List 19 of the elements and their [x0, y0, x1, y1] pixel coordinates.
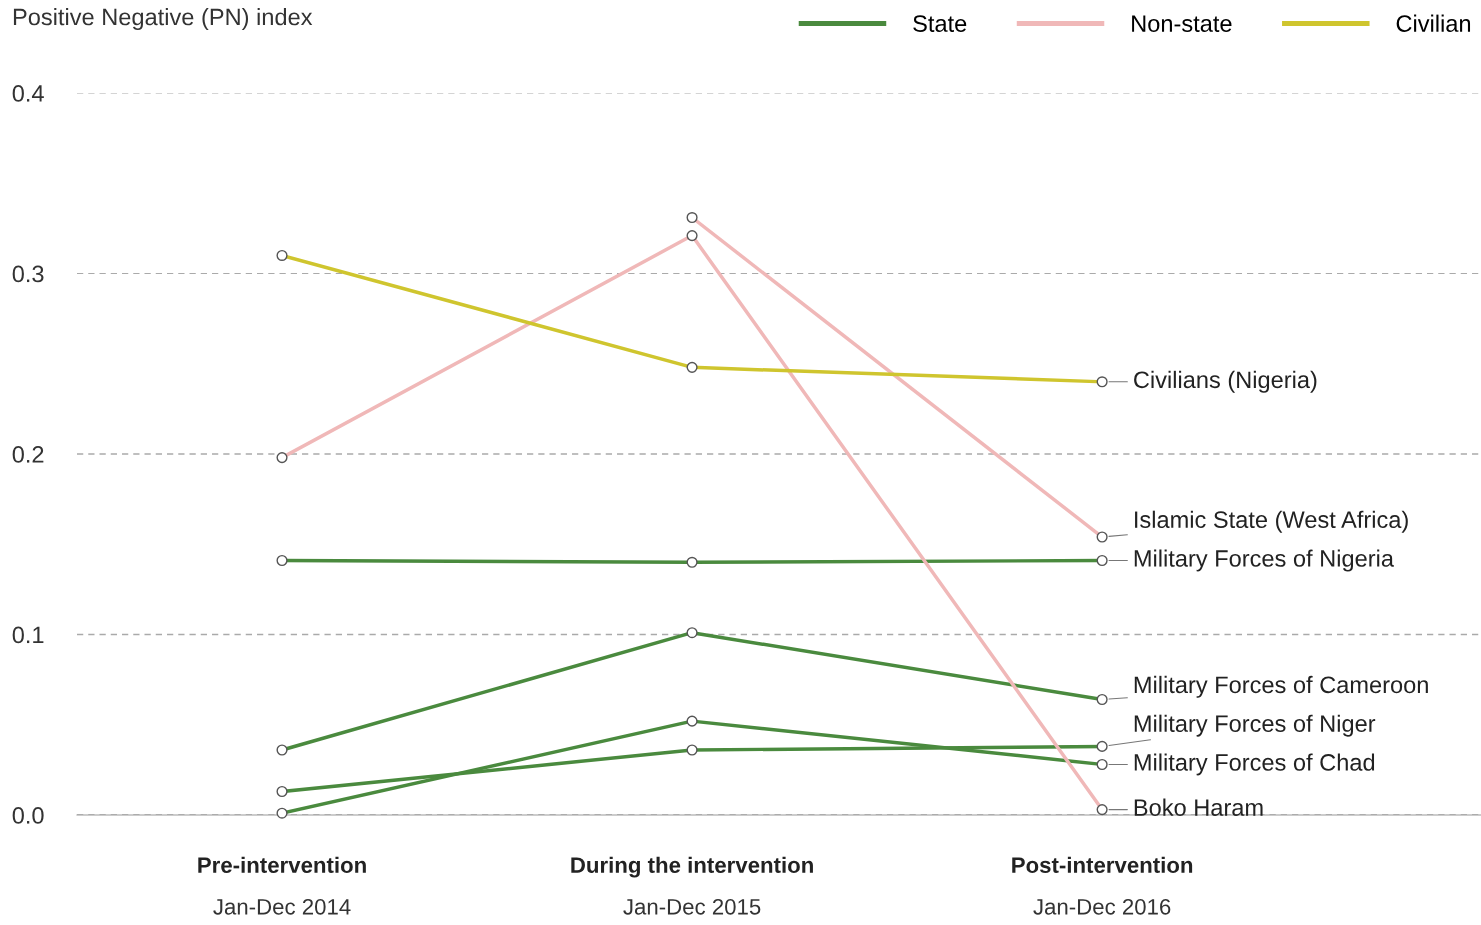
legend-label: Non-state	[1132, 15, 1232, 32]
y-tick-label: 0.1	[12, 626, 44, 644]
y-axis-title: Positive Negative (PN) index	[13, 8, 313, 31]
x-tick-label: Pre-intervention Jan-Dec 2014	[198, 856, 366, 915]
annotation: Boko Haram	[1134, 798, 1263, 816]
annotation: Military Forces of Chad	[1134, 753, 1375, 776]
x-tick-label: Post-intervention Jan-Dec 2016	[1012, 856, 1193, 915]
x-tick-label: During the intervention Jan-Dec 2015	[571, 856, 813, 915]
legend-label: Civilian	[1396, 14, 1471, 32]
y-tick-label: 0.3	[12, 265, 44, 283]
annotation: Civilians (Nigeria)	[1134, 370, 1317, 393]
legend-label: State	[913, 15, 967, 32]
annotation: Military Forces of Cameroon	[1134, 675, 1428, 698]
text: 0.0	[12, 807, 44, 824]
annotation: Military Forces of Nigeria	[1134, 549, 1394, 572]
y-tick-label: 0.4	[12, 85, 44, 102]
annotation: Military Forces of Niger	[1134, 714, 1376, 737]
y-tick-label: 0.2	[12, 446, 44, 463]
annotation: Islamic State (West Africa)	[1135, 510, 1408, 533]
